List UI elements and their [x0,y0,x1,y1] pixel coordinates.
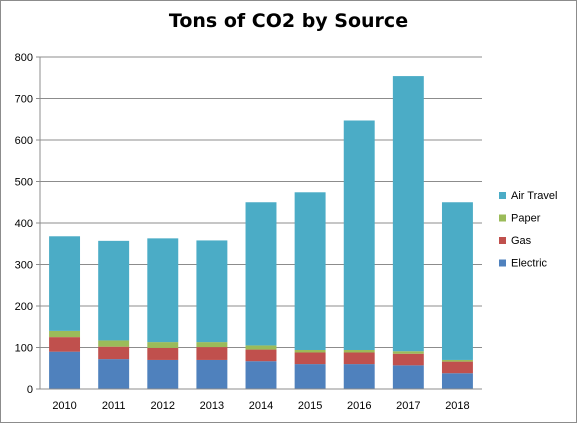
legend-label: Gas [511,235,532,247]
bar-segment-paper [343,349,375,353]
legend-swatch [499,237,506,244]
legend-swatch [499,192,506,199]
bar-segment-paper [441,359,473,362]
bar-segment-air-travel [294,192,326,350]
legend: Air Travel Paper Gas Electric [499,190,557,270]
x-tick-label: 2017 [396,400,420,412]
bar-segment-paper [147,342,179,348]
legend-label: Electric [511,258,548,270]
bar-segment-gas [441,361,473,374]
bar-segment-gas [392,353,424,366]
bar-segment-electric [392,365,424,389]
x-tick-label: 2013 [200,400,224,412]
bar-segment-air-travel [147,238,179,343]
bar-segment-paper [294,349,326,353]
x-tick-label: 2010 [52,400,76,412]
x-axis-ticks: 2010 2011 2012 2013 2014 2015 2016 2017 2018 [52,400,469,412]
bar-segment-paper [245,345,277,350]
bar-segment-gas [245,349,277,362]
x-tick-label: 2015 [298,400,322,412]
x-tick-label: 2014 [249,400,273,412]
bar-segment-gas [147,347,179,360]
bar-segment-electric [343,364,375,389]
bar-segment-air-travel [343,120,375,350]
bar-segment-electric [294,364,326,389]
bar-segment-air-travel [392,76,424,352]
x-tick-label: 2018 [445,400,469,412]
bar-segment-gas [196,347,228,360]
bar-segment-air-travel [49,236,81,331]
bars [49,76,473,389]
bar-segment-paper [98,340,130,347]
bar-segment-electric [441,373,473,389]
y-axis-ticks: 0 100 200 300 400 500 600 700 800 [15,52,40,396]
legend-label: Paper [511,213,541,225]
bar-segment-paper [196,342,228,348]
bar-segment-air-travel [245,202,277,346]
x-tick-label: 2012 [151,400,175,412]
y-tick-label: 400 [15,218,33,230]
bar-segment-paper [392,351,424,354]
chart-title: Tons of CO2 by Source [168,10,409,32]
bar-segment-electric [245,361,277,389]
y-tick-label: 800 [15,52,33,64]
x-tick-label: 2011 [102,400,126,412]
y-tick-label: 600 [15,135,33,147]
y-tick-label: 0 [27,384,33,396]
x-tick-label: 2016 [347,400,371,412]
bar-segment-gas [294,352,326,365]
y-tick-label: 200 [15,301,33,313]
bar-segment-air-travel [441,202,473,360]
y-tick-label: 300 [15,260,33,272]
legend-swatch [499,214,506,222]
y-tick-label: 100 [15,343,33,355]
bar-segment-electric [147,359,179,389]
bar-segment-paper [49,330,81,338]
legend-swatch [499,259,506,267]
bar-segment-gas [98,346,130,360]
bar-segment-air-travel [196,240,228,343]
y-tick-label: 700 [15,94,33,106]
bar-segment-electric [49,351,81,389]
bar-segment-electric [196,359,228,389]
x-axis [39,57,482,390]
bar-segment-gas [49,337,81,352]
bar-segment-air-travel [98,240,130,341]
y-tick-label: 500 [15,177,33,189]
legend-label: Air Travel [511,190,557,202]
bar-segment-gas [343,352,375,365]
bar-segment-electric [98,359,130,389]
